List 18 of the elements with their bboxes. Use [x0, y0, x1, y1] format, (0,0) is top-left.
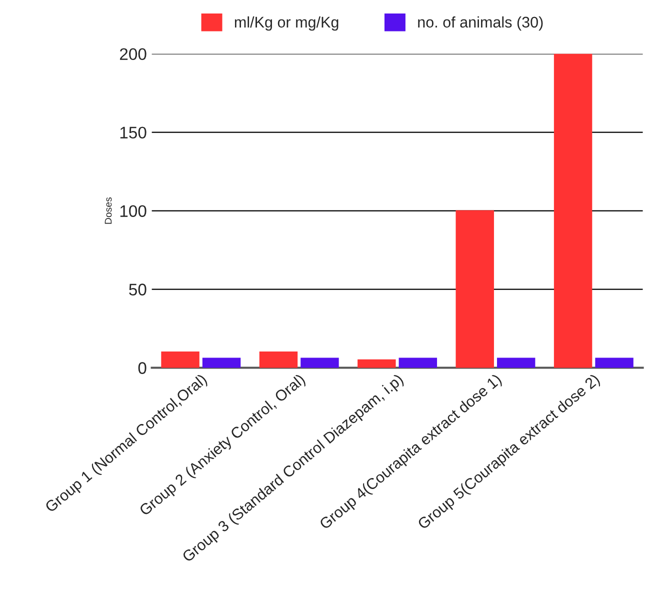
bar — [202, 358, 241, 368]
bar — [259, 352, 298, 368]
y-tick-label: 100 — [120, 205, 146, 217]
y-tick-label: 150 — [120, 126, 146, 139]
bar — [398, 358, 438, 368]
bar — [358, 359, 396, 368]
bar — [161, 352, 200, 368]
y-tick-label: 200 — [120, 48, 146, 60]
bar — [496, 358, 536, 368]
bar — [456, 210, 494, 368]
bar — [300, 358, 339, 368]
y-tick-label: 50 — [129, 284, 146, 296]
y-axis-title: Doses — [104, 197, 112, 224]
legend-label: ml/Kg or mg/Kg — [234, 16, 338, 31]
y-tick-label: 0 — [138, 362, 146, 374]
bar — [595, 358, 634, 368]
legend-label: no. of animals (30) — [418, 16, 543, 31]
bar — [554, 54, 592, 368]
